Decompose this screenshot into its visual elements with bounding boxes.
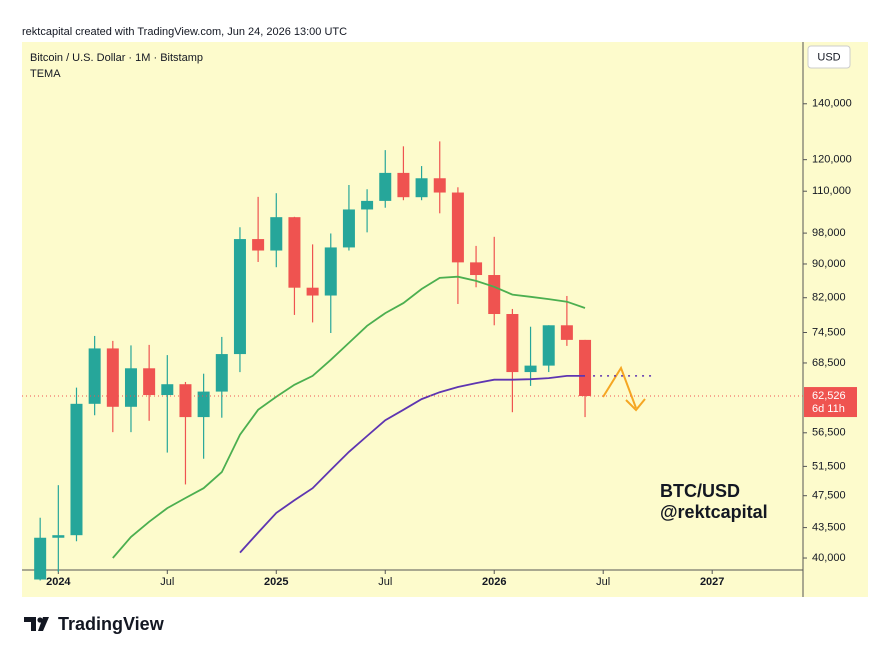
indicator-line [239, 375, 585, 554]
candle-body [106, 348, 119, 407]
y-tick-label: 51,500 [812, 460, 846, 472]
chart-background [22, 42, 868, 597]
candle-body [506, 314, 519, 373]
x-tick-label: 2027 [700, 576, 724, 588]
y-tick-label: 43,500 [812, 522, 846, 534]
x-tick-label: Jul [160, 576, 174, 588]
candle-body [270, 217, 283, 251]
tradingview-logo [24, 617, 49, 631]
indicator-line [112, 275, 586, 559]
candle-body [306, 287, 319, 296]
candle-body [179, 384, 192, 418]
candle-body [197, 391, 210, 418]
x-tick-label: 2026 [482, 576, 506, 588]
candle-body [233, 239, 246, 355]
candle-body [88, 348, 101, 404]
y-tick-label: 74,500 [812, 326, 846, 338]
candle-body [288, 217, 301, 288]
currency[interactable]: USD [817, 51, 840, 63]
candle-body [161, 384, 174, 396]
currency-button[interactable] [807, 45, 851, 69]
candle-body [397, 172, 410, 198]
x-tick-label: Jul [378, 576, 392, 588]
candle-body [252, 239, 265, 251]
candle-body [560, 325, 573, 340]
candle-body [52, 535, 65, 538]
x-tick-label: Jul [596, 576, 610, 588]
y-tick-label: 68,500 [812, 357, 846, 369]
candle-body [542, 325, 555, 366]
y-tick-label: 90,000 [812, 258, 846, 270]
x-tick-label: 2025 [264, 576, 288, 588]
x-tick-label: 2024 [46, 576, 71, 588]
y-tick-label: 56,500 [812, 427, 846, 439]
candle-body [379, 172, 392, 201]
candle-body [124, 368, 137, 407]
y-tick-label: 120,000 [812, 154, 852, 166]
last-price-box [804, 387, 857, 418]
candle-body [70, 403, 83, 536]
candle-body [524, 365, 537, 373]
candle-body [342, 209, 355, 248]
chart-title: Bitcoin / U.S. Dollar · 1M · Bitstamp [30, 52, 203, 64]
candle-body [143, 368, 156, 396]
candle-body [415, 178, 428, 198]
y-tick-label: 110,000 [812, 185, 851, 197]
last-price-label: 62,526 [812, 390, 846, 402]
y-tick-label: 140,000 [812, 98, 852, 110]
candle-body [215, 354, 228, 392]
header: rektcapital created with TradingView.com… [22, 26, 347, 38]
candle-body [579, 339, 592, 397]
brand: TradingView [58, 614, 165, 634]
watermark: BTC/USD [660, 481, 740, 501]
projection-arrowhead [625, 398, 646, 412]
indicator-name: TEMA [30, 68, 61, 80]
candle-body [34, 537, 47, 580]
projection-arrow [602, 365, 637, 409]
candle-body [361, 200, 374, 210]
candle-body [470, 262, 483, 276]
y-tick-label: 82,000 [812, 292, 846, 304]
candle-body [451, 192, 464, 263]
y-tick-label: 47,500 [812, 490, 846, 502]
countdown: 6d 11h [812, 403, 845, 415]
candle-body [324, 247, 337, 296]
y-tick-label: 98,000 [812, 227, 846, 239]
watermark: @rektcapital [660, 502, 768, 522]
y-tick-label: 40,000 [812, 552, 846, 564]
candle-body [488, 275, 501, 315]
candle-body [433, 178, 446, 193]
